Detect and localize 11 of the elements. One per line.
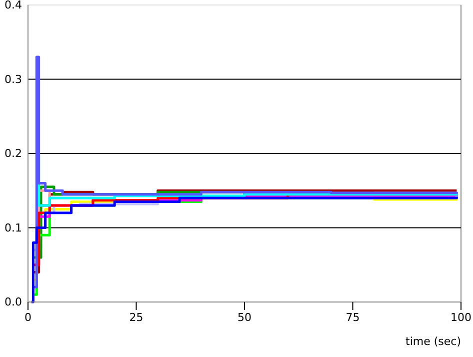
x-axis-title: time (sec) <box>406 335 461 348</box>
y-tick-label: 0.1 <box>4 221 22 234</box>
y-tick-label: 0.4 <box>4 0 22 12</box>
x-tick-label: 25 <box>129 310 144 324</box>
x-tick-label: 0 <box>24 310 32 324</box>
y-tick-label: 0.3 <box>4 72 22 86</box>
x-tick-label: 75 <box>346 310 360 324</box>
y-tick-label: 0.0 <box>4 296 22 309</box>
y-tick-label: 0.2 <box>4 147 22 160</box>
x-tick-label: 100 <box>450 310 472 324</box>
x-tick-label: 50 <box>238 310 252 324</box>
